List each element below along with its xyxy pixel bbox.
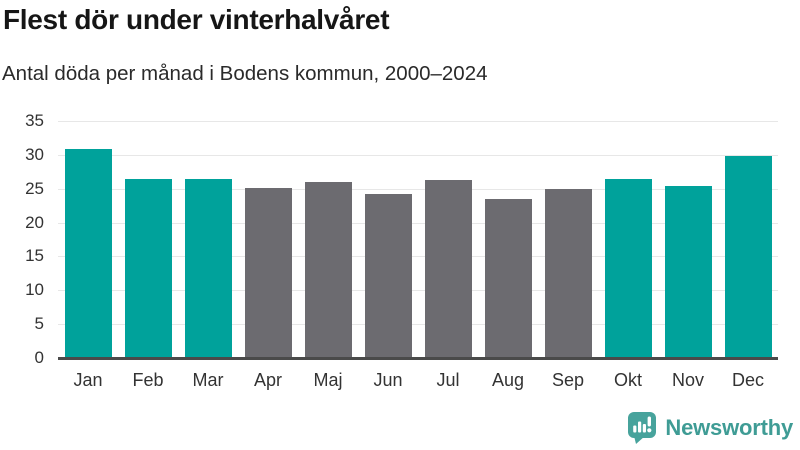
bar-feb xyxy=(124,178,172,358)
gridline-25 xyxy=(58,188,778,190)
gridline-35 xyxy=(58,121,778,122)
gridline-30 xyxy=(58,154,778,156)
x-tick-label-dec: Dec xyxy=(731,370,764,390)
x-tick-label-aug: Aug xyxy=(491,370,525,390)
newsworthy-logo[interactable]: Newsworthy xyxy=(627,411,793,445)
bar-maj xyxy=(304,181,352,358)
x-tick-label-feb: Feb xyxy=(132,370,164,390)
x-tick-label-mar: Mar xyxy=(192,370,224,390)
gridline-20 xyxy=(58,222,778,224)
y-tick-label-5: 5 xyxy=(34,314,44,334)
y-tick-label-10: 10 xyxy=(25,280,44,300)
x-axis-line xyxy=(58,357,778,360)
bar-sep xyxy=(544,188,592,358)
bar-jul xyxy=(424,179,472,358)
x-tick-label-nov: Nov xyxy=(671,370,704,390)
y-tick-label-35: 35 xyxy=(25,111,44,130)
y-tick-label-0: 0 xyxy=(34,348,44,367)
x-tick-label-okt: Okt xyxy=(613,370,642,390)
bar-aug xyxy=(484,198,532,358)
bar-jun xyxy=(364,194,412,358)
bar-jan xyxy=(64,148,112,358)
gridline-5 xyxy=(58,324,778,326)
x-tick-label-maj: Maj xyxy=(313,370,343,390)
y-tick-label-15: 15 xyxy=(25,246,44,266)
bar-dec xyxy=(724,156,772,358)
x-tick-label-jun: Jun xyxy=(373,370,403,390)
x-tick-label-jul: Jul xyxy=(436,370,460,390)
bar-nov xyxy=(664,186,712,358)
bar-mar xyxy=(184,178,232,358)
y-tick-label-20: 20 xyxy=(25,212,44,232)
newsworthy-bubble-chart-icon xyxy=(628,412,657,444)
x-tick-label-apr: Apr xyxy=(253,370,282,390)
gridline-15 xyxy=(58,256,778,258)
bar-apr xyxy=(244,188,292,358)
gridline-10 xyxy=(58,290,778,292)
y-tick-label-25: 25 xyxy=(25,178,44,198)
page-title: Flest dör under vinterhalvåret xyxy=(3,4,390,35)
x-tick-label-sep: Sep xyxy=(551,370,585,390)
y-tick-label-30: 30 xyxy=(25,144,44,164)
x-tick-label-jan: Jan xyxy=(73,370,103,390)
bar-okt xyxy=(604,179,652,358)
newsworthy-wordmark: Newsworthy xyxy=(665,415,793,440)
chart-subtitle: Antal döda per månad i Bodens kommun, 20… xyxy=(2,62,488,85)
